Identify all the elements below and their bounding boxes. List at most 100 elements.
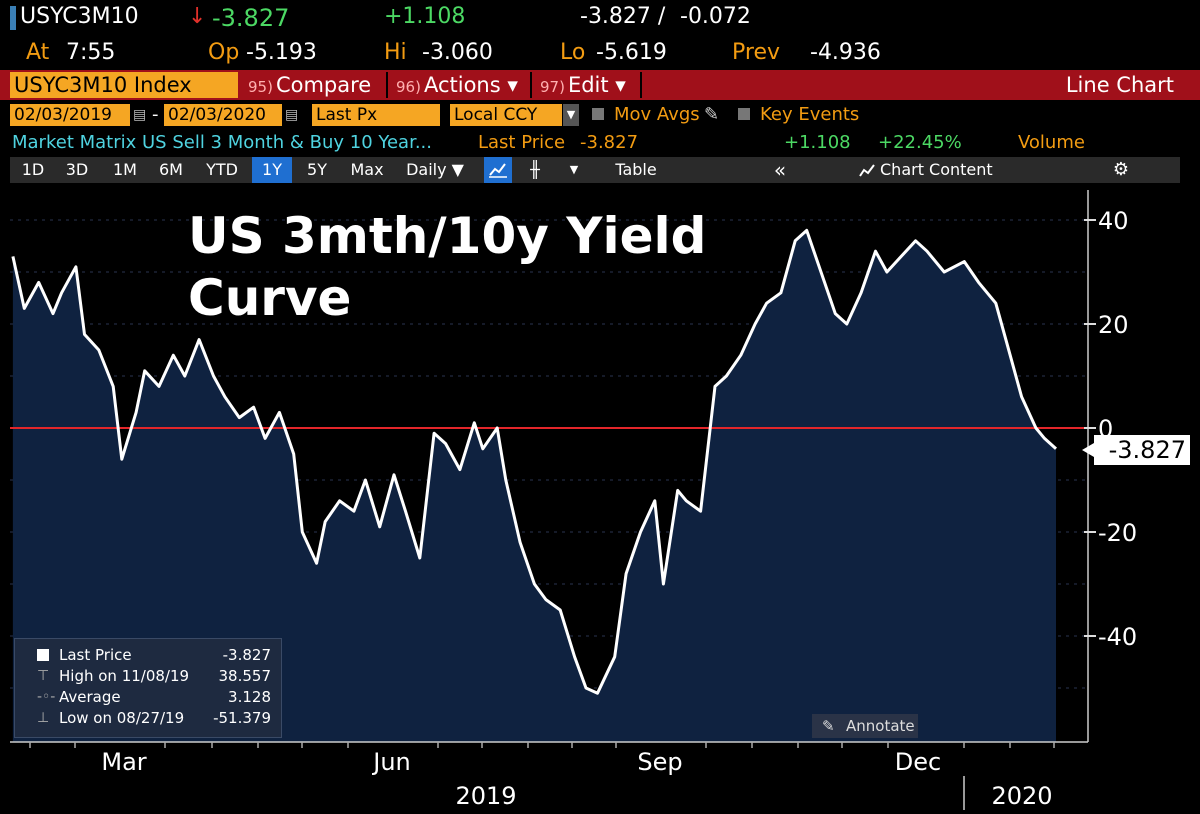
annotate-label: Annotate (846, 717, 915, 735)
legend-row-average: -◦- Average 3.128 (19, 687, 277, 707)
pencil-icon: ✎ (822, 717, 835, 735)
compare-label: Compare (275, 73, 372, 97)
actions-button[interactable]: 96) Actions ▾ (390, 72, 532, 98)
pct-change-value: +22.45% (878, 132, 962, 153)
open-value: -5.193 (246, 40, 317, 65)
compare-button[interactable]: 95) Compare (242, 72, 388, 98)
low-label: Lo (560, 40, 586, 65)
legend-high-value: 38.557 (218, 667, 272, 685)
edit-number: 97) (540, 78, 565, 96)
legend-low-value: -51.379 (213, 709, 271, 727)
prev-value: -4.936 (810, 40, 881, 65)
collapse-icon[interactable]: « (773, 158, 787, 182)
period-ytd-button[interactable]: YTD (206, 160, 238, 179)
time-label: At (26, 40, 50, 65)
period-toolbar (10, 157, 1180, 183)
start-date-input[interactable]: 02/03/2019 (10, 104, 130, 126)
period-1y-button[interactable]: 1Y (252, 157, 292, 183)
actions-label: Actions ▾ (423, 73, 518, 97)
year-label: 2020 (991, 782, 1052, 810)
table-button[interactable]: Table (615, 160, 657, 179)
legend-last-label: Last Price (59, 646, 132, 664)
mov-avgs-label: Mov Avgs (614, 104, 700, 125)
x-tick-label: Jun (371, 748, 411, 776)
legend-row-high: ⊤ High on 11/08/19 38.557 (19, 666, 277, 686)
x-axis-ticks: Mar Jun Sep Dec (29, 742, 1055, 776)
pencil-icon[interactable]: ✎ (704, 104, 720, 125)
period-max-button[interactable]: Max (350, 160, 384, 179)
y-tick-label: 40 (1098, 207, 1129, 235)
legend-high-label: High on 11/08/19 (59, 667, 190, 685)
mov-avgs-checkbox[interactable] (592, 108, 604, 120)
calendar-icon[interactable]: ▤ (133, 107, 147, 123)
x-tick-label: Mar (101, 748, 146, 776)
legend-low-label: Low on 08/27/19 (59, 709, 185, 727)
x-tick-label: Sep (637, 748, 682, 776)
y-tick-label: -40 (1098, 623, 1137, 651)
chart-content-button[interactable]: Chart Content (880, 160, 993, 179)
compare-number: 95) (248, 78, 273, 96)
security-index-field[interactable]: USYC3M10 Index (10, 72, 238, 98)
edit-label: Edit ▾ (567, 73, 626, 97)
ticker[interactable]: USYC3M10 (20, 4, 139, 29)
currency-select[interactable]: Local CCY (450, 104, 562, 126)
year-labels: 2019 2020 (455, 776, 1053, 810)
prev-label: Prev (732, 40, 780, 65)
average-marker-icon: -◦- (37, 689, 56, 705)
legend-row-last: Last Price -3.827 (19, 645, 277, 665)
high-marker-icon: ⊤ (37, 668, 50, 684)
legend-average-value: 3.128 (228, 688, 271, 706)
key-events-label: Key Events (760, 104, 860, 125)
y-tick-label: -20 (1098, 519, 1137, 547)
time-value: 7:55 (66, 40, 116, 65)
edit-button[interactable]: 97) Edit ▾ (534, 72, 642, 98)
chart-title: US 3mth/10y Yield Curve (188, 207, 707, 327)
change-value: +1.108 (784, 132, 851, 153)
volume-label: Volume (1018, 132, 1085, 153)
x-tick-label: Dec (895, 748, 941, 776)
last-price-label: Last Price (478, 132, 566, 153)
low-marker-icon: ⊥ (37, 710, 50, 726)
last-value-pointer (1082, 443, 1094, 457)
field-select[interactable]: Last Px (312, 104, 440, 126)
period-5y-button[interactable]: 5Y (307, 160, 327, 179)
chevron-down-icon[interactable]: ▼ (563, 104, 579, 126)
chart-type-label[interactable]: Line Chart (1065, 73, 1174, 97)
series-area-fill (12, 230, 1057, 742)
last-value-tag: -3.827 (1094, 435, 1190, 465)
net-change: +1.108 (384, 4, 466, 29)
chevron-down-icon[interactable]: ▼ (569, 163, 579, 176)
low-value: -5.619 (596, 40, 667, 65)
period-6m-button[interactable]: 6M (159, 160, 183, 179)
legend-last-value: -3.827 (222, 646, 271, 664)
security-marker (10, 6, 16, 30)
gear-icon[interactable]: ⚙ (1112, 159, 1130, 180)
ask-value: -0.072 (680, 4, 751, 29)
period-1d-button[interactable]: 1D (21, 160, 45, 179)
last-price-value: -3.827 (580, 132, 639, 153)
high-label: Hi (384, 40, 407, 65)
chart-content-icon[interactable] (856, 157, 878, 183)
y-tick-label: 20 (1098, 311, 1129, 339)
bar-chart-icon[interactable]: ╫ (530, 160, 540, 179)
legend-panel: Last Price -3.827 ⊤ High on 11/08/19 38.… (14, 638, 282, 738)
calendar-icon[interactable]: ▤ (285, 107, 299, 123)
legend-average-label: Average (59, 688, 121, 706)
key-events-checkbox[interactable] (738, 108, 750, 120)
down-arrow-icon: ↓ (188, 4, 207, 29)
frequency-select[interactable]: Daily ▼ (406, 160, 464, 179)
annotate-button[interactable]: ✎ Annotate (812, 714, 918, 738)
line-chart-icon[interactable] (484, 157, 512, 183)
series-line (11, 228, 1058, 695)
date-separator: - (152, 104, 159, 125)
end-date-input[interactable]: 02/03/2020 (164, 104, 282, 126)
period-3d-button[interactable]: 3D (65, 160, 89, 179)
line-chart-icon-glyph (489, 163, 507, 178)
chart-content-icon-glyph (859, 164, 875, 177)
period-1m-button[interactable]: 1M (113, 160, 137, 179)
white-square-icon (37, 649, 49, 661)
last-value: -3.827 (212, 4, 290, 32)
bid-value: -3.827 / (580, 4, 666, 29)
